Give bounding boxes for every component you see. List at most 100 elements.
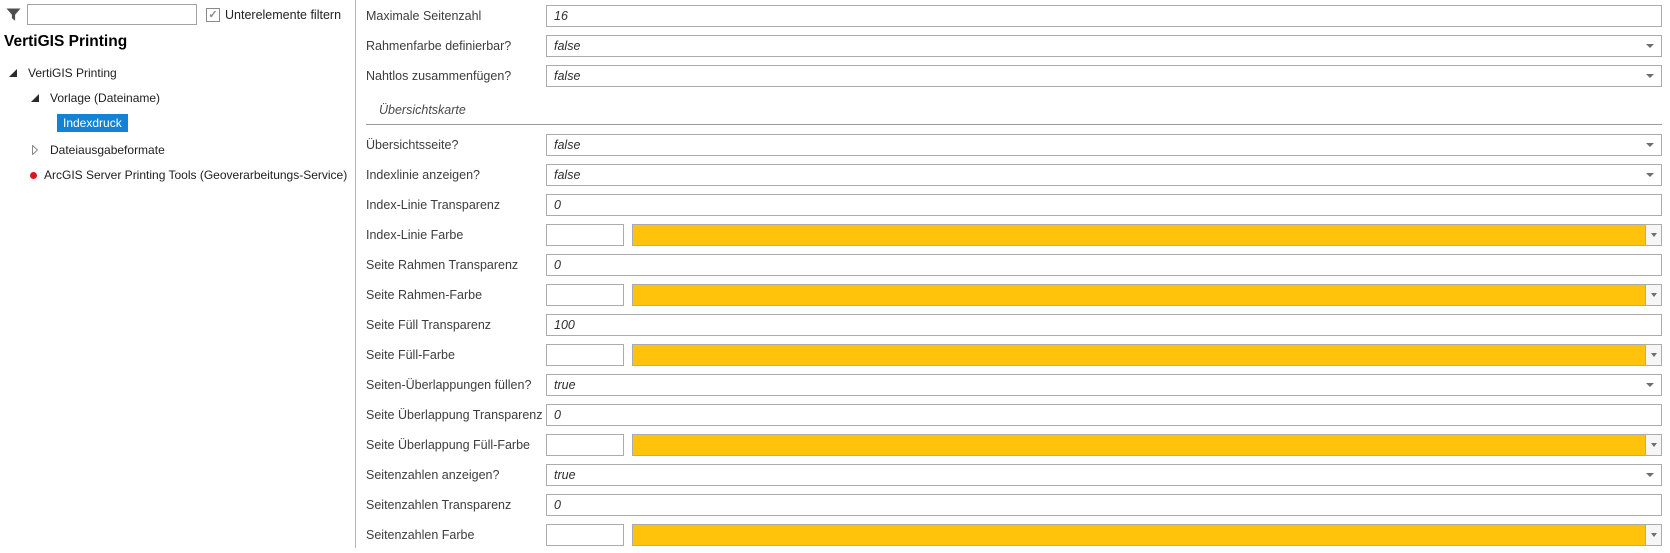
dropdown-selected-value: true (554, 468, 576, 482)
tree-node-label: ArcGIS Server Printing Tools (Geoverarbe… (44, 168, 348, 182)
field-label: Seite Rahmen-Farbe (366, 288, 483, 302)
form-row: Indexlinie anzeigen? false (366, 164, 1662, 186)
form-row: Seite Rahmen-Farbe (366, 284, 1662, 306)
tree-node-label: Vorlage (Dateiname) (50, 91, 161, 105)
color-dropdown[interactable] (632, 524, 1662, 546)
field-label: Seitenzahlen Transparenz (366, 498, 512, 512)
chevron-down-icon[interactable] (1646, 173, 1654, 177)
dropdown-selected-value: false (554, 69, 581, 83)
field-label: Übersichtsseite? (366, 138, 459, 152)
chevron-down-icon[interactable] (1646, 44, 1654, 48)
color-dropdown-button[interactable] (1645, 345, 1661, 365)
value-dropdown[interactable]: false (546, 35, 1662, 57)
field-label: Seite Rahmen Transparenz (366, 258, 519, 272)
form-row: Maximale Seitenzahl (366, 5, 1662, 27)
tree-node-label: VertiGIS Printing (28, 66, 117, 80)
field-label: Index-Linie Farbe (366, 228, 464, 242)
color-dropdown[interactable] (632, 344, 1662, 366)
chevron-down-icon (1650, 233, 1657, 237)
chevron-down-icon[interactable] (1646, 473, 1654, 477)
color-dropdown[interactable] (632, 284, 1662, 306)
field-label: Maximale Seitenzahl (366, 9, 482, 23)
form-row: Seite Rahmen Transparenz (366, 254, 1662, 276)
tree-node[interactable]: ArcGIS Server Printing Tools (Geoverarbe… (0, 168, 355, 182)
expander-expanded-icon[interactable] (8, 68, 18, 78)
chevron-down-icon[interactable] (1646, 383, 1654, 387)
dropdown-selected-value: false (554, 138, 581, 152)
form-row: Seite Überlappung Transparenz (366, 404, 1662, 426)
color-dropdown[interactable] (632, 224, 1662, 246)
chevron-down-icon[interactable] (1646, 143, 1654, 147)
expander-collapsed-icon[interactable] (30, 145, 40, 155)
section-header: Übersichtskarte (366, 101, 1662, 125)
value-dropdown[interactable]: true (546, 464, 1662, 486)
tree-node-selected[interactable]: Indexdruck (0, 114, 355, 132)
filter-checkbox[interactable]: ✓ (206, 7, 220, 22)
value-input[interactable] (546, 404, 1662, 426)
section-title: Übersichtskarte (379, 103, 466, 117)
tree-node[interactable]: VertiGIS Printing (0, 66, 355, 80)
color-value-input[interactable] (546, 284, 624, 306)
value-input[interactable] (546, 494, 1662, 516)
panel-title: VertiGIS Printing (4, 33, 128, 50)
field-label: Rahmenfarbe definierbar? (366, 39, 512, 53)
field-label: Nahtlos zusammenfügen? (366, 69, 512, 83)
tree-panel: ✓ Unterelemente filtern VertiGIS Printin… (0, 0, 355, 553)
field-label: Seite Füll-Farbe (366, 348, 455, 362)
color-dropdown-button[interactable] (1645, 435, 1661, 455)
config-tree: VertiGIS Printing Vorlage (Dateiname) Inde… (0, 66, 355, 182)
chevron-down-icon[interactable] (1646, 74, 1654, 78)
dropdown-selected-value: false (554, 168, 581, 182)
field-label: Seitenzahlen anzeigen? (366, 468, 500, 482)
value-input[interactable] (546, 5, 1662, 27)
color-value-input[interactable] (546, 524, 624, 546)
color-value-input[interactable] (546, 224, 624, 246)
color-dropdown-button[interactable] (1645, 285, 1661, 305)
tree-node-label: Indexdruck (57, 114, 128, 132)
color-swatch (633, 345, 1645, 365)
tree-node[interactable]: Dateiausgabeformate (0, 143, 355, 157)
chevron-down-icon (1650, 293, 1657, 297)
value-dropdown[interactable]: false (546, 65, 1662, 87)
value-input[interactable] (546, 194, 1662, 216)
value-input[interactable] (546, 254, 1662, 276)
field-label: Indexlinie anzeigen? (366, 168, 480, 182)
form-row: Seitenzahlen Transparenz (366, 494, 1662, 516)
color-swatch (633, 435, 1645, 455)
form-row: Index-Linie Farbe (366, 224, 1662, 246)
form-row: Rahmenfarbe definierbar? false (366, 35, 1662, 57)
color-swatch (633, 525, 1645, 545)
properties-panel: Maximale Seitenzahl Rahmenfarbe definierb… (356, 0, 1670, 553)
color-value-input[interactable] (546, 344, 624, 366)
form-row: Index-Linie Transparenz (366, 194, 1662, 216)
form-row: Seite Füll-Farbe (366, 344, 1662, 366)
value-dropdown[interactable]: false (546, 134, 1662, 156)
field-label: Seite Füll Transparenz (366, 318, 492, 332)
filter-input[interactable] (27, 4, 197, 25)
color-dropdown-button[interactable] (1645, 525, 1661, 545)
expander-expanded-icon[interactable] (30, 93, 40, 103)
form-row: Übersichtsseite? false (366, 134, 1662, 156)
chevron-down-icon (1650, 443, 1657, 447)
color-dropdown-button[interactable] (1645, 225, 1661, 245)
panel-divider (355, 0, 356, 548)
tree-node-label: Dateiausgabeformate (50, 143, 165, 157)
dropdown-selected-value: true (554, 378, 576, 392)
color-dropdown[interactable] (632, 434, 1662, 456)
filter-bar: ✓ Unterelemente filtern (0, 0, 355, 25)
form-row: Seite Füll Transparenz (366, 314, 1662, 336)
chevron-down-icon (1650, 533, 1657, 537)
field-label: Seiten-Überlappungen füllen? (366, 378, 532, 392)
value-dropdown[interactable]: false (546, 164, 1662, 186)
value-input[interactable] (546, 314, 1662, 336)
color-value-input[interactable] (546, 434, 624, 456)
tree-node[interactable]: Vorlage (Dateiname) (0, 91, 355, 105)
field-label: Seitenzahlen Farbe (366, 528, 475, 542)
form-row: Seite Überlappung Füll-Farbe (366, 434, 1662, 456)
value-dropdown[interactable]: true (546, 374, 1662, 396)
form-row: Nahtlos zusammenfügen? false (366, 65, 1662, 87)
field-label: Seite Überlappung Füll-Farbe (366, 438, 530, 452)
filter-funnel-icon (6, 8, 21, 21)
dropdown-selected-value: false (554, 39, 581, 53)
